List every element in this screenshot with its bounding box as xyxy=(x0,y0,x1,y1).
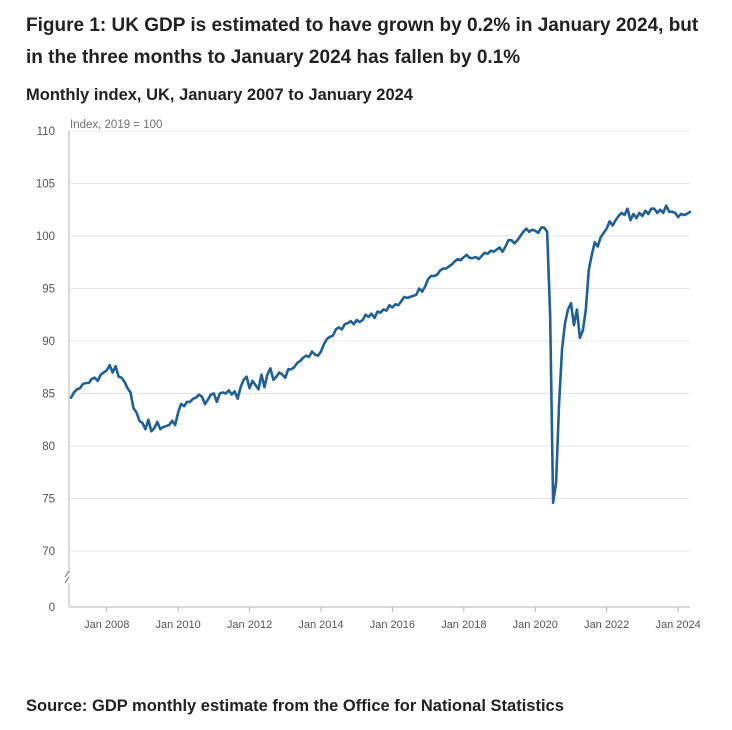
y-tick-label: 85 xyxy=(42,389,55,401)
y-tick-label: 110 xyxy=(37,126,55,138)
x-tick-label: Jan 2010 xyxy=(156,619,201,631)
source-note: Source: GDP monthly estimate from the Of… xyxy=(26,697,564,715)
y-tick-label: 100 xyxy=(36,231,55,243)
y-tick-label: 80 xyxy=(42,441,55,453)
y-tick-label: 75 xyxy=(42,494,55,506)
x-tick-label: Jan 2008 xyxy=(84,619,129,631)
x-tick-label: Jan 2018 xyxy=(441,619,486,631)
y-tick-label: 95 xyxy=(42,284,55,296)
series-group xyxy=(69,204,692,504)
axes xyxy=(63,131,690,608)
axis-break-icon xyxy=(64,570,70,584)
x-tick-label: Jan 2014 xyxy=(298,619,343,631)
y-axis-ticks: 110 105 100 95 90 85 80 75 70 0 xyxy=(36,126,55,614)
x-tick-label: Jan 2024 xyxy=(655,619,700,631)
x-axis-ticks: Jan 2008 Jan 2010 Jan 2012 Jan 2014 Jan 2016… xyxy=(84,607,701,631)
grid-lines xyxy=(69,130,690,552)
chart-title: Figure 1: UK GDP is estimated to have gr… xyxy=(26,15,699,68)
x-tick-label: Jan 2012 xyxy=(227,619,272,631)
y-tick-label-zero: 0 xyxy=(49,602,55,614)
y-tick-label: 105 xyxy=(36,179,55,191)
units-label: Index, 2019 = 100 xyxy=(70,119,162,131)
x-tick-label: Jan 2022 xyxy=(584,619,629,631)
y-tick-label: 90 xyxy=(42,336,55,348)
series-line-monthly-gdp-index xyxy=(69,204,692,504)
chart-subtitle: Monthly index, UK, January 2007 to Janua… xyxy=(26,86,413,104)
x-tick-label: Jan 2020 xyxy=(513,619,558,631)
x-tick-label: Jan 2016 xyxy=(370,619,415,631)
y-tick-label: 70 xyxy=(42,546,55,558)
